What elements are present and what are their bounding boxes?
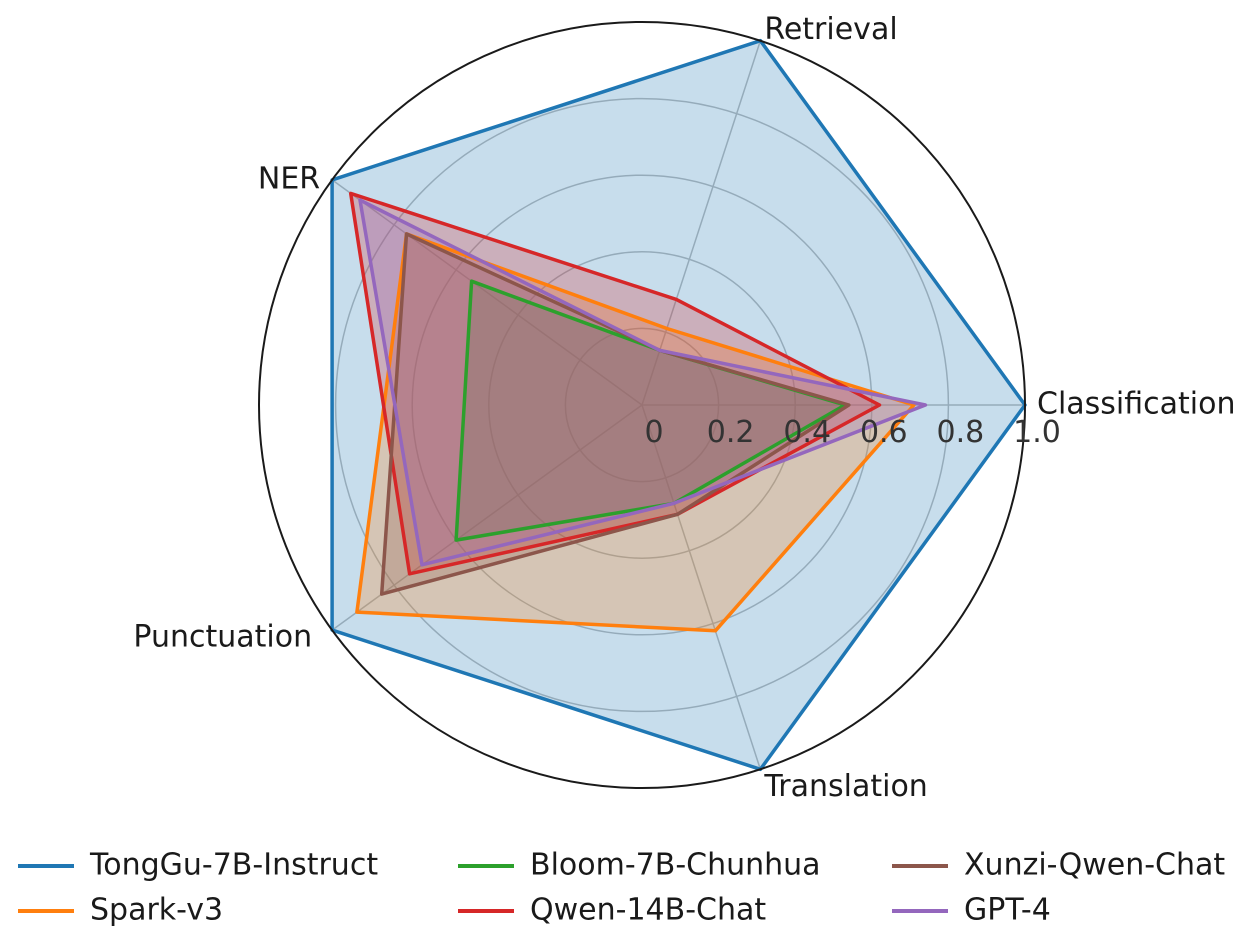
series-line-xunzi-qwen-chat [379, 232, 851, 596]
legend-item-gpt-4: GPT-4 [892, 893, 1051, 928]
series-layer [258, 21, 1027, 789]
series-line-qwen-14b-chat [348, 191, 882, 576]
legend-item-spark-v3: Spark-v3 [18, 893, 223, 928]
series-line-spark-v3 [355, 232, 916, 633]
axis-label-punctuation: Punctuation [133, 620, 312, 655]
series-area-bloom-7b-chunhua [456, 281, 845, 541]
tick-label-3: 0.6 [860, 415, 908, 450]
axis-labels: Classification Retrieval NER Punctuation Tra… [133, 12, 1235, 804]
legend-label: Bloom-7B-Chunhua [530, 848, 821, 883]
legend-item-xunzi-qwen-chat: Xunzi-Qwen-Chat [892, 848, 1225, 883]
radial-ticks: 0 0.2 0.4 0.6 0.8 1.0 [644, 415, 1060, 450]
series-area-qwen-14b-chat [350, 193, 880, 574]
outer-frame [258, 21, 1026, 789]
legend-label: TongGu-7B-Instruct [89, 848, 378, 883]
axis-label-ner: NER [258, 161, 320, 196]
legend-label: GPT-4 [964, 893, 1051, 928]
spoke-translation [641, 404, 762, 770]
tick-label-5: 1.0 [1013, 415, 1061, 450]
tick-label-2: 0.4 [783, 415, 831, 450]
tick-label-4: 0.8 [937, 415, 985, 450]
legend-label: Xunzi-Qwen-Chat [964, 848, 1225, 883]
axis-label-translation: Translation [763, 769, 927, 804]
legend-item-bloom-7b-chunhua: Bloom-7B-Chunhua [458, 848, 821, 883]
tick-label-0: 0 [644, 415, 663, 450]
spoke-retrieval [641, 40, 762, 406]
spoke-ner [331, 179, 643, 406]
series-line-gpt-4 [358, 198, 928, 567]
legend: TongGu-7B-Instruct Spark-v3 Bloom-7B-Chunh… [18, 848, 1225, 928]
series-line-tonggu-7b-instruct [330, 38, 1027, 772]
legend-item-qwen-14b-chat: Qwen-14B-Chat [458, 893, 766, 928]
series-area-tonggu-7b-instruct [332, 40, 1026, 770]
legend-label: Spark-v3 [90, 893, 223, 928]
series-area-xunzi-qwen-chat [381, 233, 849, 595]
axis-label-classification: Classification [1037, 387, 1236, 422]
legend-item-tonggu-7b-instruct: TongGu-7B-Instruct [18, 848, 378, 883]
grid [331, 40, 1025, 770]
axis-label-retrieval: Retrieval [764, 12, 897, 47]
tick-label-1: 0.2 [707, 415, 755, 450]
legend-label: Qwen-14B-Chat [530, 893, 766, 928]
